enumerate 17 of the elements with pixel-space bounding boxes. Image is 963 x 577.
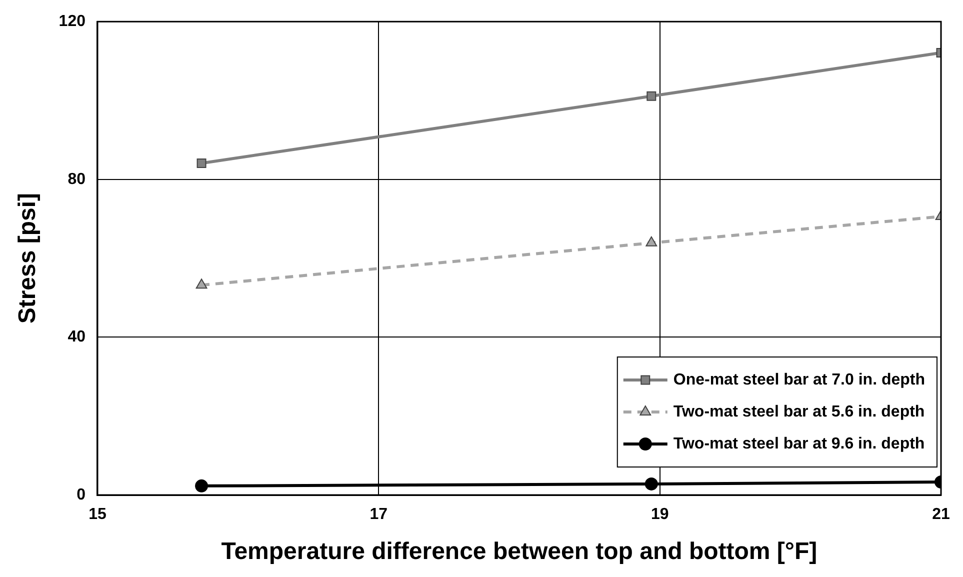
y-tick-label: 120 (58, 13, 86, 30)
point (196, 278, 208, 289)
legend-label: Two-mat steel bar at 5.6 in. depth (673, 403, 925, 420)
legend-label: One-mat steel bar at 7.0 in. depth (673, 371, 926, 388)
x-axis-title: Temperature difference between top and bottom [°F] (221, 538, 818, 566)
x-tick-label: 17 (370, 506, 388, 524)
x-tick-label: 19 (650, 506, 669, 524)
point (644, 477, 658, 490)
point (196, 158, 206, 168)
y-tick-label: 40 (68, 328, 86, 346)
y-tick-label: 0 (76, 486, 86, 504)
x-tick-label: 21 (932, 506, 950, 524)
x-tick-label: 15 (88, 506, 106, 524)
y-tick-label: 80 (68, 170, 86, 188)
point (195, 479, 208, 492)
legend-label: Two-mat steel bar at 9.6 in. depth (673, 435, 925, 452)
y-axis-title: Stress [psi] (14, 192, 42, 324)
